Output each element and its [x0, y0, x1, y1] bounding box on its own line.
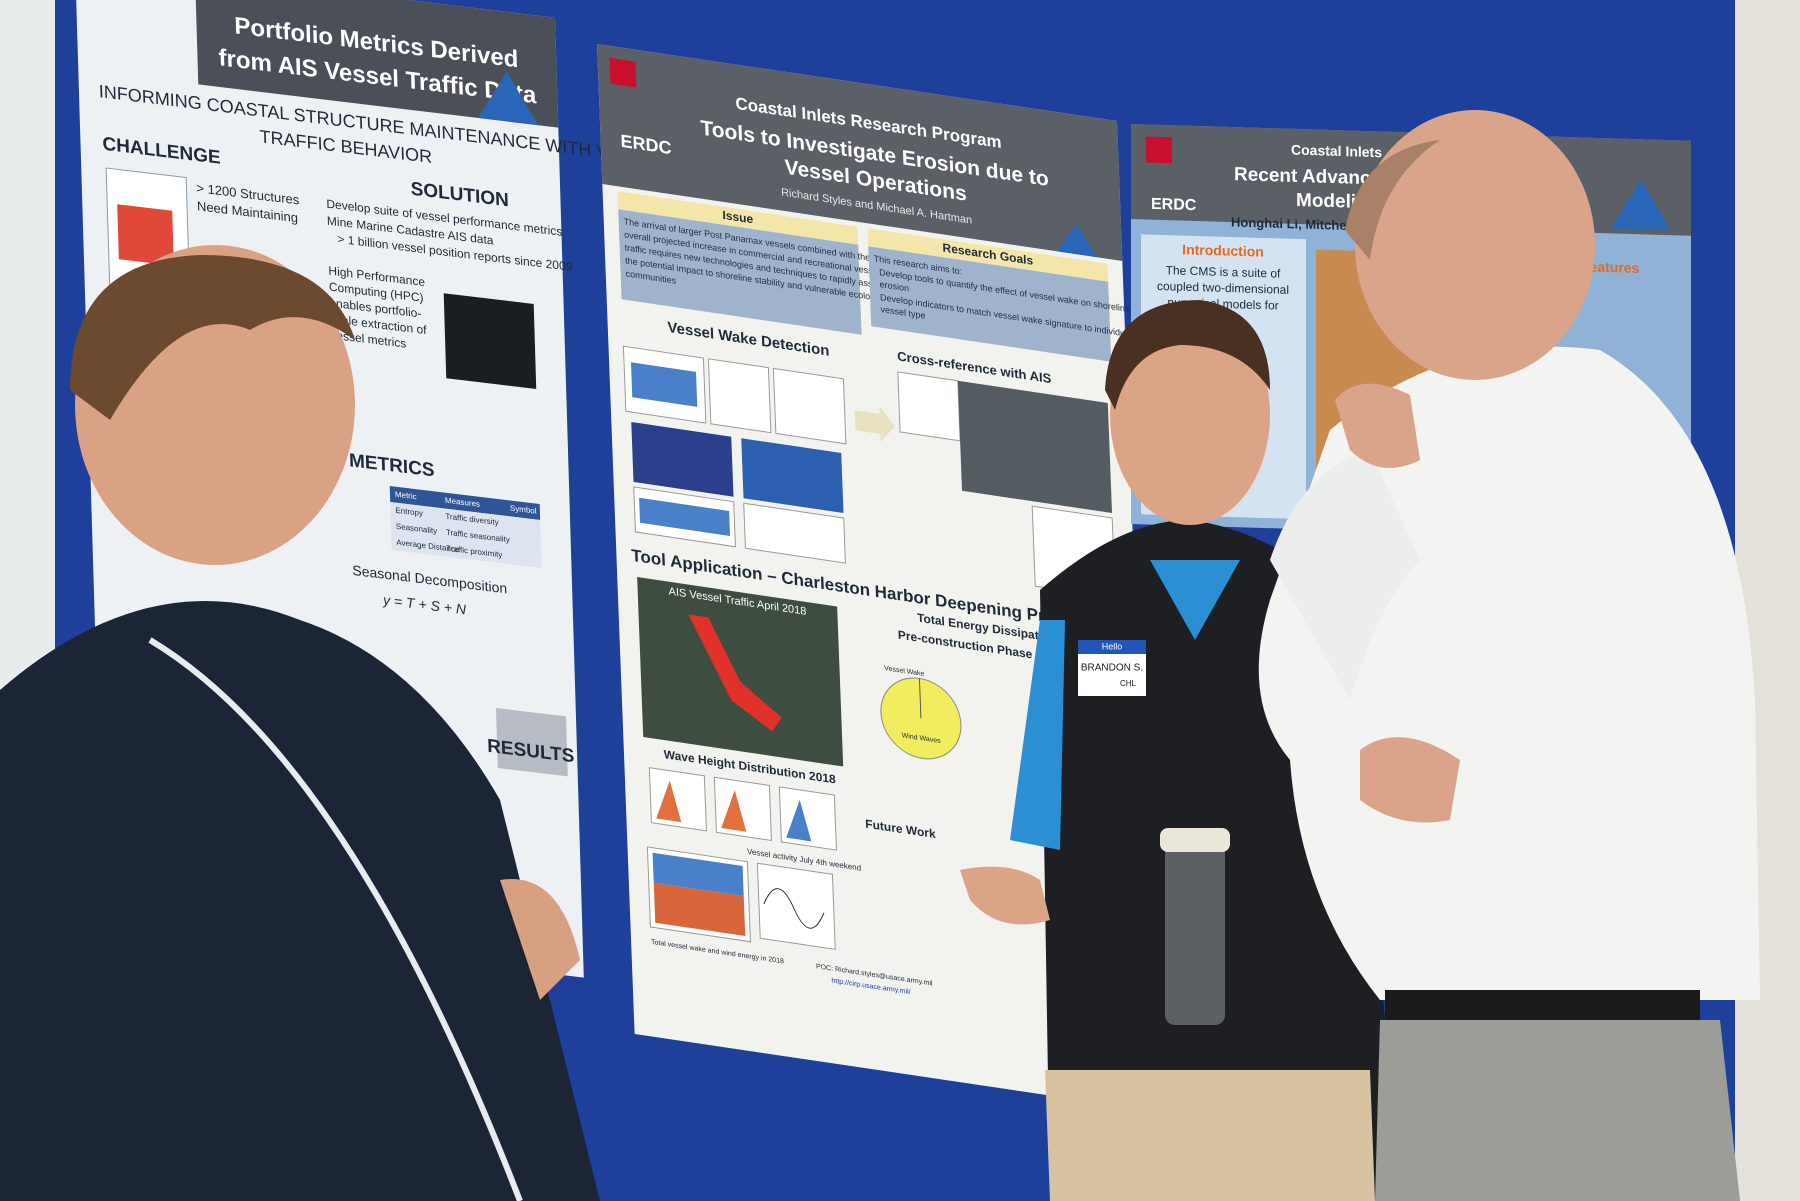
box-header: [617, 191, 859, 245]
arrow: [854, 405, 895, 442]
hand: [1335, 383, 1420, 468]
photo-hpc: [443, 293, 537, 390]
sleeve: [1010, 620, 1065, 850]
name-tag-hello: Hello: [1102, 641, 1123, 651]
table-cell: Entropy: [395, 506, 423, 518]
section-heading: Features: [1581, 258, 1640, 276]
belt: [1385, 990, 1700, 1020]
plot-signal: [630, 362, 698, 407]
name-tag-name: BRANDON S.: [1081, 663, 1143, 674]
spectrogram: [741, 438, 844, 514]
poster-title: Recent Advanc: [1234, 164, 1371, 189]
logo-text: ERDC: [1151, 196, 1197, 214]
tumbler: [1165, 835, 1225, 1025]
table-body: [390, 502, 542, 569]
person-left: [0, 245, 600, 1201]
pants: [1045, 1070, 1375, 1201]
pie-divider: [918, 678, 922, 719]
head: [1110, 305, 1270, 525]
map-traffic: [688, 614, 782, 732]
section-heading: Issue: [722, 208, 753, 226]
histogram-shape: [656, 780, 682, 823]
section-heading: Introduction: [1182, 241, 1264, 259]
plot: [897, 371, 961, 442]
goals-box: [868, 246, 1112, 362]
plot: [743, 502, 846, 564]
shirt: [1258, 346, 1760, 1000]
plot-signal: [652, 852, 744, 897]
logo: [478, 71, 539, 126]
hand: [960, 866, 1050, 925]
body-text: The CMS is a suite of: [1166, 263, 1281, 280]
trousers: [1375, 1020, 1740, 1201]
poster-title: Modeli: [1296, 190, 1356, 213]
center-poster: ERDC Coastal Inlets Research Program Too…: [597, 44, 1155, 1111]
hand: [500, 879, 580, 1000]
logo: [1611, 179, 1671, 231]
usace-logo: [1146, 136, 1172, 164]
head: [1355, 110, 1595, 380]
arm: [1270, 450, 1420, 700]
table-header: [389, 486, 541, 521]
plot-curve: [763, 888, 825, 929]
hair: [70, 255, 355, 420]
box-header: [867, 228, 1109, 282]
poster-program: Coastal Inlets: [1291, 142, 1382, 161]
plot: [707, 358, 772, 434]
shirt: [0, 601, 600, 1201]
poster-header: [195, 0, 559, 128]
body-text: erosion: [879, 279, 909, 293]
name-tag-band: [1078, 640, 1146, 654]
photo-ship: [957, 380, 1113, 514]
table-cell: Symbol: [510, 504, 537, 516]
issue-box: [618, 209, 862, 335]
name-tag-org: CHL: [1120, 679, 1137, 688]
usace-logo: [609, 57, 637, 88]
hair: [1105, 300, 1270, 410]
spectrogram: [631, 421, 734, 497]
map: [637, 576, 844, 767]
poster-authors: Honghai Li, Mitche: [1231, 214, 1347, 232]
metrics-table: Metric Measures Symbol Entropy Traffic d…: [389, 486, 542, 569]
histogram-shape: [786, 799, 812, 842]
collar: [1150, 560, 1240, 640]
person-right: [1258, 110, 1760, 1201]
tumbler-lid: [1160, 828, 1230, 852]
histogram-shape: [721, 790, 747, 832]
plot-signal: [639, 497, 731, 537]
plot-signal: [653, 882, 746, 937]
figure: [496, 708, 568, 777]
hair: [1345, 140, 1440, 260]
table-cell: Measures: [445, 496, 480, 509]
shirt-stripe: [148, 637, 523, 1201]
table-cell: Metric: [395, 490, 417, 502]
figure-heatmap: [117, 204, 174, 266]
poster-header: [597, 44, 1123, 261]
hand: [1360, 737, 1460, 823]
body-text: coupled two-dimensional: [1157, 279, 1289, 297]
plot: [756, 862, 836, 950]
logo: [1057, 224, 1098, 258]
plot: [772, 367, 847, 445]
wall-right: [1735, 0, 1800, 1201]
